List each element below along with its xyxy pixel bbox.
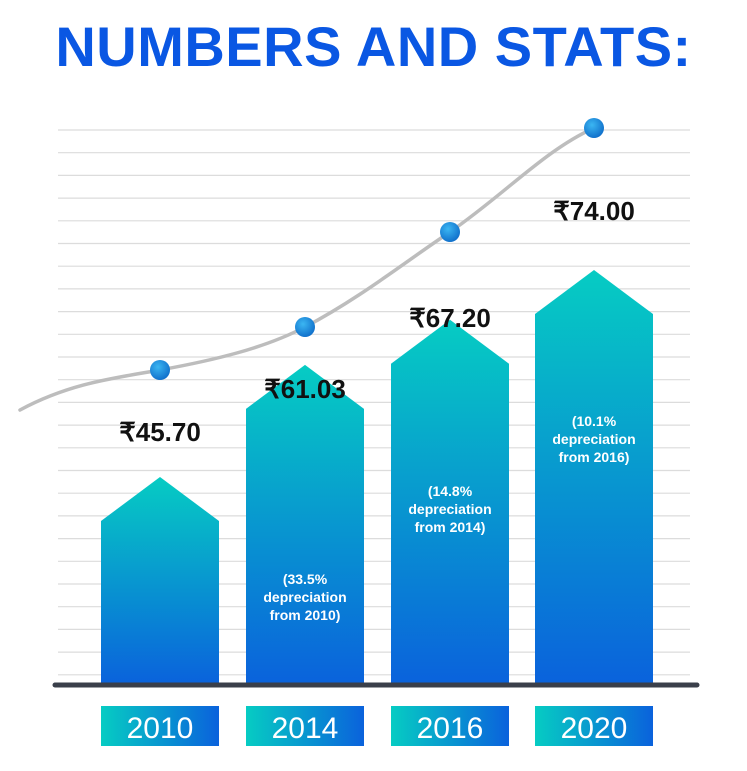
year-label-2014: 2014 [272,712,339,745]
trend-point-2014 [295,317,315,337]
trend-point-2020 [584,118,604,138]
annotation-2016: (14.8% [428,483,473,499]
annotation-2014: from 2010) [270,607,341,623]
trend-curve [18,118,604,412]
year-label-2020: 2020 [561,712,628,745]
annotation-2014: depreciation [263,589,346,605]
year-box-2010 [101,706,219,746]
bar-2014 [246,364,364,685]
year-labels: 2010 2014 2016 2020 [101,706,653,746]
trend-point-2016 [440,222,460,242]
bars [52,270,700,688]
value-label-2010: ₹45.70 [119,417,201,447]
page-title: NUMBERS AND STATS: [55,15,692,78]
trend-point-2010 [150,360,170,380]
annotation-2020: (10.1% [572,413,617,429]
annotation-2016: depreciation [408,501,491,517]
bar-2010 [101,477,219,685]
value-label-2016: ₹67.20 [409,303,491,333]
value-label-2014: ₹61.03 [264,374,346,404]
annotation-2016: from 2014) [415,519,486,535]
year-box-2014 [246,706,364,746]
annotation-2020: depreciation [552,431,635,447]
year-box-2020 [535,706,653,746]
annotation-2020: from 2016) [559,449,630,465]
bar-2016 [391,319,509,685]
year-label-2016: 2016 [417,712,484,745]
year-label-2010: 2010 [127,712,194,745]
value-label-2020: ₹74.00 [553,196,635,226]
year-box-2016 [391,706,509,746]
bar-2020 [535,270,653,685]
annotation-2014: (33.5% [283,571,328,587]
value-labels: (33.5% depreciation from 2010) (14.8% deprec… [119,196,635,623]
